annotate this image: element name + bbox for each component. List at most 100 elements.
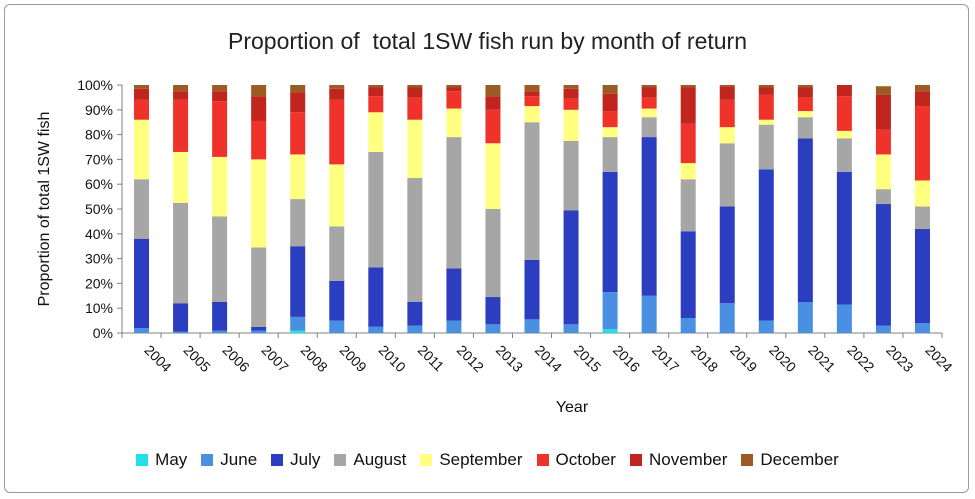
legend-swatch	[271, 454, 284, 466]
bar-segment-july-2005	[173, 303, 189, 332]
bar-segment-october-2011	[407, 97, 423, 120]
bar-segment-july-2009	[329, 280, 345, 321]
x-tick-label: 2020	[766, 342, 799, 375]
x-tick-label: 2011	[415, 342, 448, 375]
bar-segment-june-2010	[368, 326, 384, 333]
bar-segment-october-2013	[485, 109, 501, 144]
bar-segment-june-2013	[485, 324, 501, 333]
bar-segment-september-2007	[251, 159, 267, 248]
legend-item-june: June	[201, 450, 257, 470]
bar-segment-june-2007	[251, 330, 267, 333]
bar-segment-september-2016	[602, 127, 618, 138]
bar-segment-november-2007	[251, 96, 267, 121]
bar-segment-august-2014	[524, 122, 540, 260]
bar-segment-december-2007	[251, 85, 267, 97]
chart-legend: May June July August September October Novembe…	[0, 450, 975, 470]
bar-segment-september-2010	[368, 112, 384, 152]
bar-segment-july-2010	[368, 267, 384, 327]
bar-segment-september-2024	[914, 180, 930, 207]
y-tick-label: 90%	[85, 102, 113, 118]
legend-label: August	[353, 450, 407, 469]
bar-segment-august-2020	[758, 124, 774, 170]
bar-segment-december-2012	[446, 85, 462, 88]
bar-segment-october-2021	[797, 97, 813, 112]
bar-segment-november-2019	[719, 86, 735, 100]
bar-segment-november-2006	[212, 91, 228, 102]
bar-segment-december-2006	[212, 85, 228, 92]
bar-segment-december-2019	[719, 85, 735, 87]
legend-item-september: September	[420, 450, 523, 470]
bar-segment-june-2019	[719, 303, 735, 333]
bar-segment-october-2023	[875, 129, 891, 155]
bar-segment-october-2004	[134, 99, 150, 120]
bar-segment-july-2013	[485, 297, 501, 325]
bar-segment-december-2018	[680, 85, 696, 88]
bar-segment-november-2023	[875, 94, 891, 130]
y-tick-label: 50%	[85, 201, 113, 217]
bar-segment-december-2004	[134, 85, 150, 89]
bar-segment-october-2015	[563, 98, 579, 110]
bar-segment-october-2019	[719, 99, 735, 128]
bar-segment-june-2023	[875, 325, 891, 333]
bar-segment-august-2013	[485, 209, 501, 298]
bar-segment-august-2012	[446, 137, 462, 269]
bar-segment-august-2024	[914, 206, 930, 229]
bar-segment-june-2022	[836, 304, 852, 333]
bar-segment-june-2009	[329, 320, 345, 333]
bar-segment-september-2020	[758, 119, 774, 125]
x-tick-label: 2015	[571, 342, 604, 375]
bar-segment-july-2024	[914, 228, 930, 324]
y-tick-label: 40%	[85, 226, 113, 242]
bar-segment-september-2012	[446, 108, 462, 138]
x-tick-label: 2024	[922, 342, 955, 375]
bar-segment-november-2020	[758, 87, 774, 95]
bar-segment-october-2005	[173, 99, 189, 152]
bar-segment-june-2011	[407, 325, 423, 333]
chart-title: Proportion of total 1SW fish run by mont…	[227, 28, 748, 54]
bar-segment-november-2014	[524, 91, 540, 97]
bar-segment-july-2016	[602, 171, 618, 293]
bar-segment-november-2024	[914, 91, 930, 107]
bar-segment-august-2022	[836, 138, 852, 172]
bar-segment-july-2018	[680, 231, 696, 319]
y-tick-label: 100%	[77, 77, 113, 93]
bar-segment-december-2008	[290, 85, 306, 93]
bar-segment-november-2013	[485, 96, 501, 110]
bar-segment-august-2023	[875, 189, 891, 205]
bar-segment-november-2022	[836, 85, 852, 97]
bar-segment-december-2021	[797, 85, 813, 88]
bar-segment-september-2022	[836, 130, 852, 139]
x-tick-label: 2008	[298, 342, 331, 375]
bar-segment-december-2009	[329, 85, 345, 89]
bar-segment-june-2017	[641, 295, 657, 333]
y-axis-title: Proportion of total 1SW fish	[36, 112, 53, 307]
y-tick-label: 0%	[93, 325, 113, 341]
bar-segment-october-2009	[329, 99, 345, 165]
bar-segment-september-2018	[680, 163, 696, 180]
x-axis-title: Year	[556, 399, 589, 416]
bar-segment-september-2005	[173, 151, 189, 203]
bar-segment-october-2017	[641, 97, 657, 109]
bar-segment-august-2005	[173, 202, 189, 304]
legend-item-november: November	[629, 450, 727, 470]
bar-segment-september-2023	[875, 154, 891, 190]
legend-item-october: October	[536, 450, 616, 470]
bar-segment-november-2015	[563, 88, 579, 99]
legend-item-december: December	[741, 450, 839, 470]
bar-segment-december-2015	[563, 85, 579, 89]
x-tick-label: 2012	[454, 342, 487, 375]
bar-segment-october-2024	[914, 106, 930, 181]
y-tick-label: 30%	[85, 251, 113, 267]
bar-segment-august-2016	[602, 137, 618, 172]
bar-segment-december-2014	[524, 85, 540, 92]
x-tick-label: 2022	[844, 342, 877, 375]
bar-segment-november-2012	[446, 87, 462, 92]
bar-segment-october-2016	[602, 111, 618, 128]
bar-segment-june-2012	[446, 320, 462, 333]
bar-segment-july-2007	[251, 326, 267, 331]
bar-segment-september-2011	[407, 119, 423, 178]
bar-segment-november-2011	[407, 87, 423, 98]
bar-segment-december-2020	[758, 85, 774, 88]
y-tick-label: 10%	[85, 300, 113, 316]
